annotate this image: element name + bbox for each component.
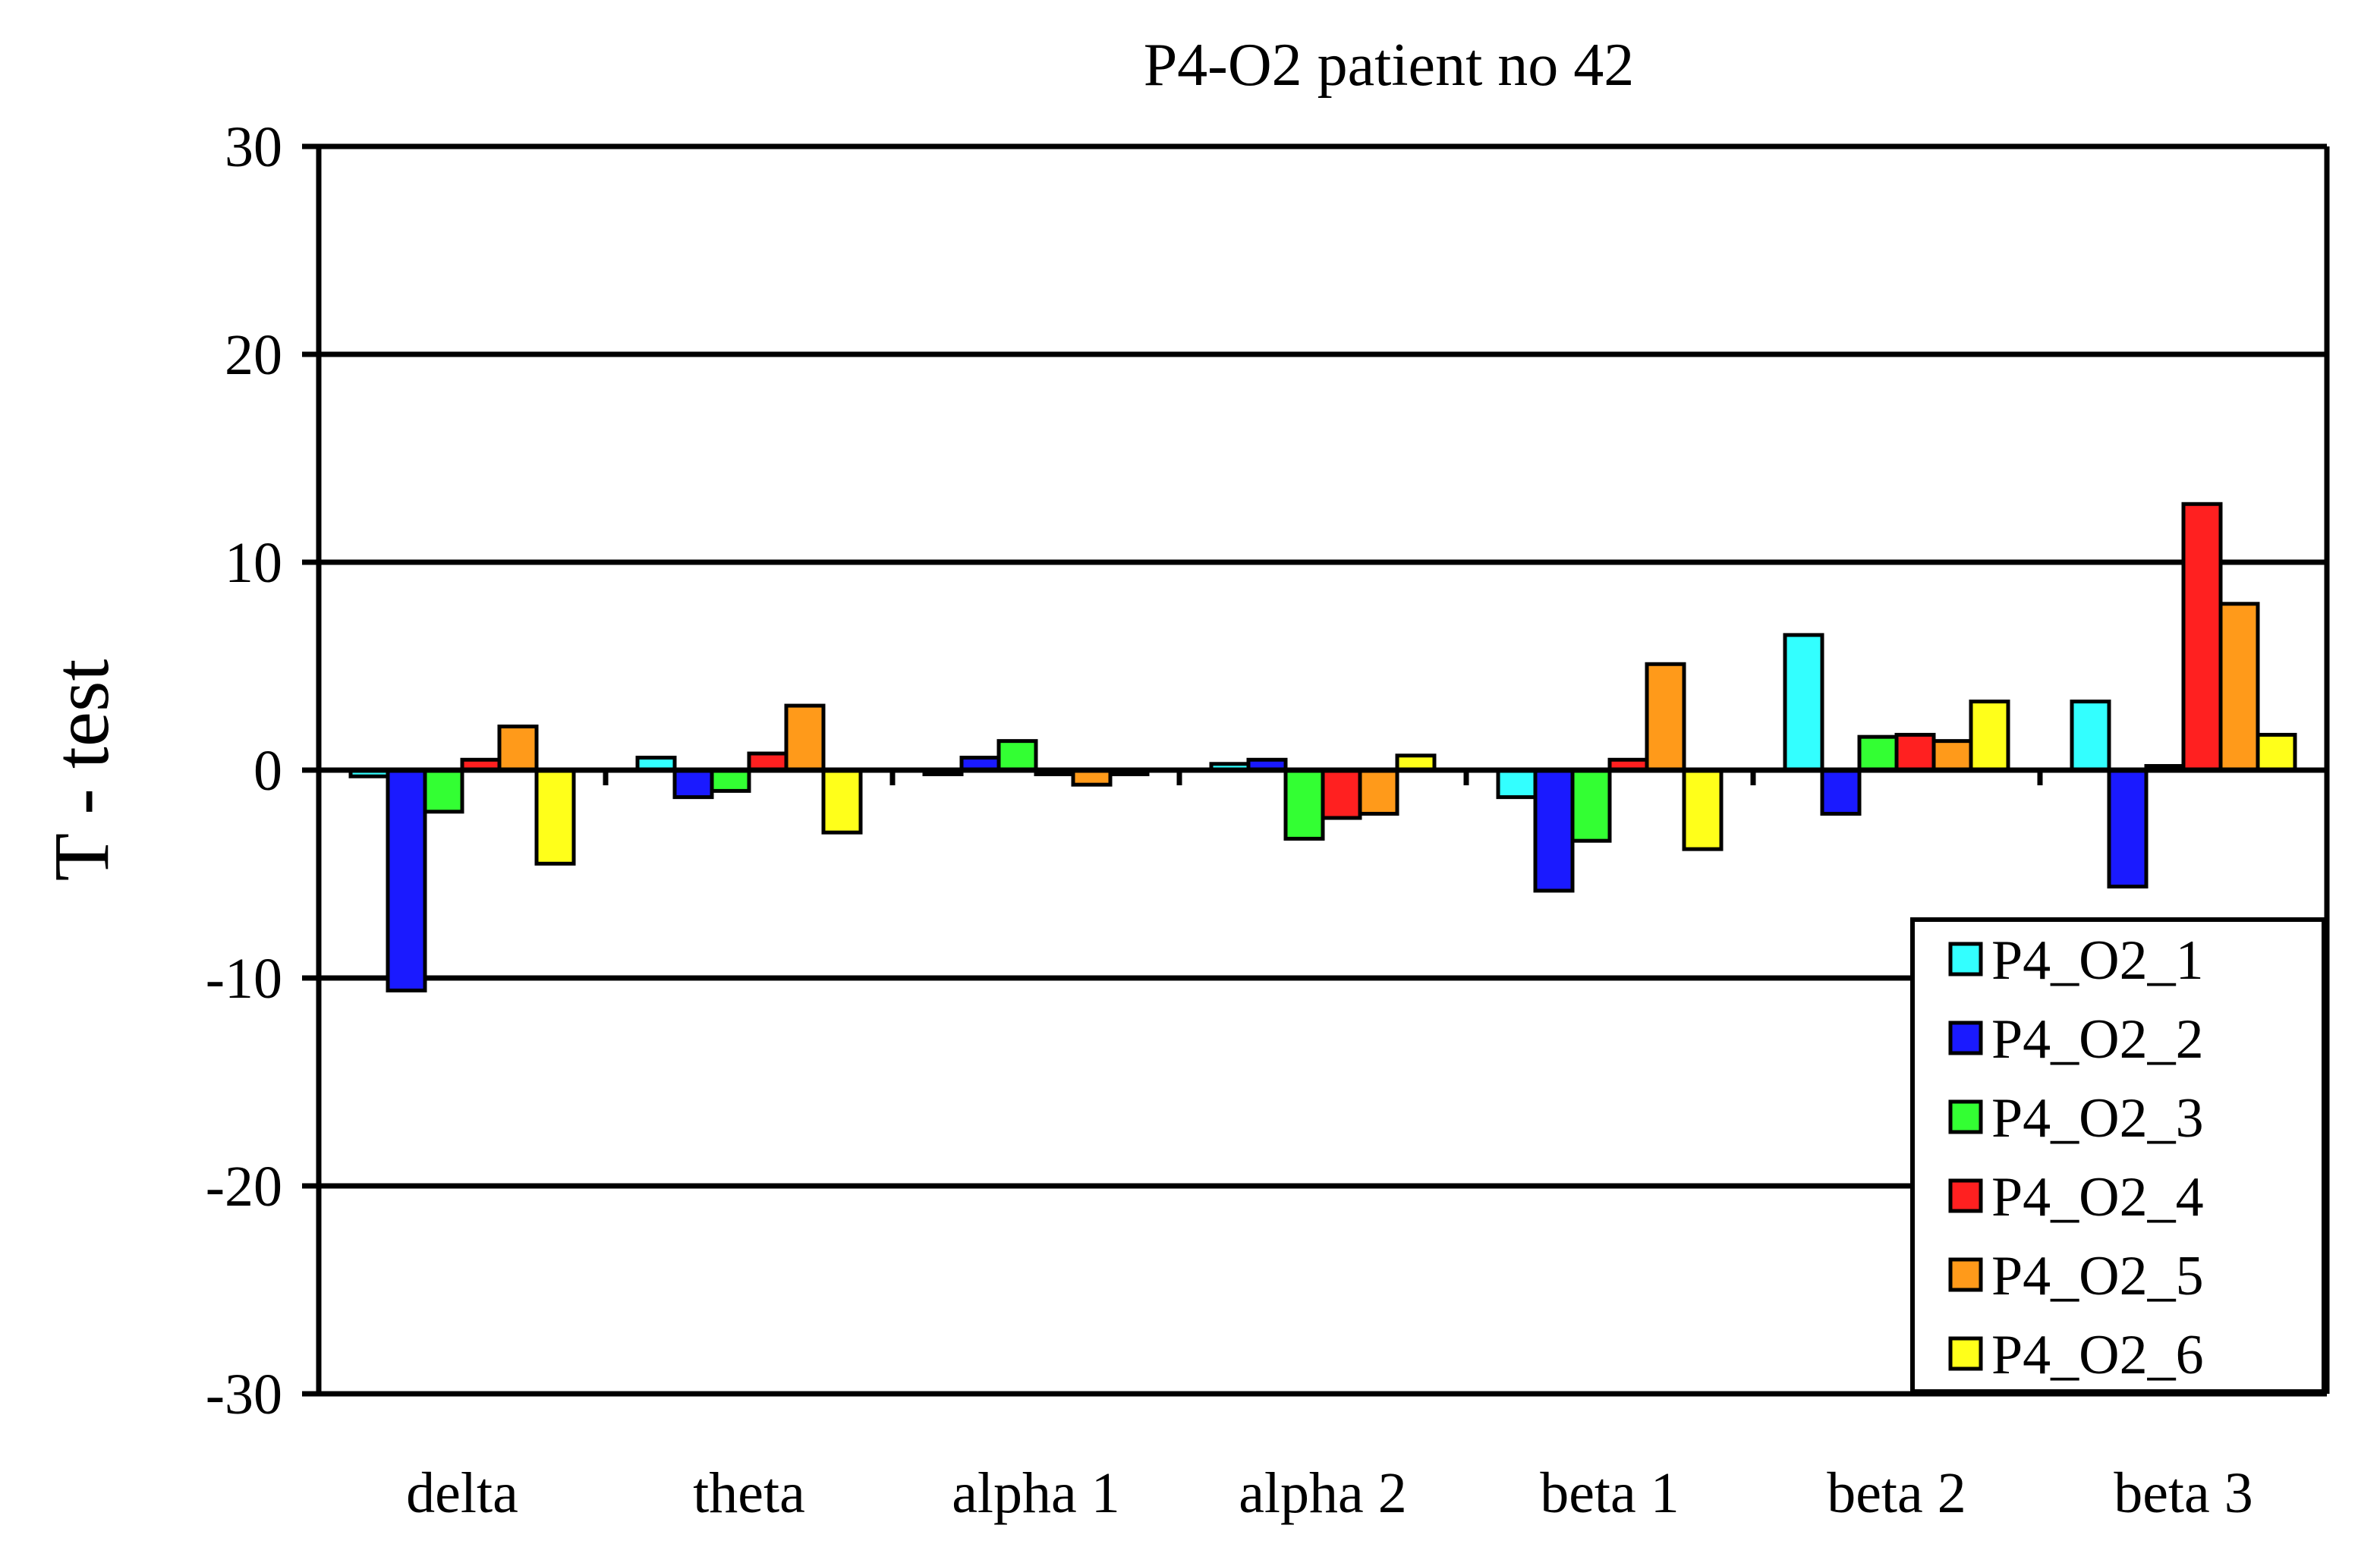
x-category-label: beta 3 (2114, 1461, 2253, 1525)
y-tick-label: -10 (206, 947, 282, 1011)
bar-p4-o2-1-beta-1 (1496, 768, 1538, 800)
bar-p4-o2-2-beta-1 (1533, 768, 1575, 893)
bar-p4-o2-2-beta-2 (1820, 768, 1862, 816)
y-axis-ticks: 30 20 10 0 -10 -20 -30 (206, 115, 282, 1426)
x-category-label: beta 1 (1540, 1461, 1680, 1525)
bar-p4-o2-4-beta-2 (1894, 732, 1936, 772)
legend-box (1910, 917, 2326, 1394)
bar-p4-o2-1-beta-3 (2070, 700, 2111, 772)
bar-p4-o2-5-beta-2 (1931, 739, 1973, 772)
bar-p4-o2-4-beta-3 (2181, 502, 2223, 772)
legend-label: P4_O2_3 (1991, 1087, 2204, 1149)
legend-swatch (1948, 942, 1983, 976)
legend-label: P4_O2_2 (1991, 1008, 2204, 1071)
bar-p4-o2-6-beta-3 (2256, 732, 2297, 772)
bar-p4-o2-5-beta-1 (1645, 662, 1686, 772)
bar-p4-o2-5-delta (497, 724, 539, 772)
y-tick-label: 0 (253, 739, 282, 803)
chart-title: P4-O2 patient no 42 (1144, 32, 1635, 99)
legend-label: P4_O2_1 (1991, 929, 2204, 992)
bar-p4-o2-2-theta (672, 768, 714, 800)
bar-p4-o2-3-alpha-1 (996, 739, 1038, 772)
axes (316, 146, 2330, 1394)
legend-swatch (1948, 1021, 1983, 1055)
x-axis-categories: delta theta alpha 1 alpha 2 beta 1 beta 2 beta… (406, 1461, 2253, 1525)
y-tick-label: -30 (206, 1363, 282, 1426)
bar-p4-o2-2-delta (386, 768, 427, 992)
bar-p4-o2-2-beta-3 (2107, 768, 2149, 888)
bar-p4-o2-3-beta-2 (1857, 734, 1899, 772)
legend-swatch (1948, 1099, 1983, 1134)
legend-swatch (1948, 1257, 1983, 1292)
legend: P4_O2_1 P4_O2_2 P4_O2_3 P4_O2_4 P4_O2_5 P4_O2… (1910, 917, 2326, 1394)
bar-p4-o2-4-alpha-2 (1321, 768, 1362, 820)
bar-p4-o2-5-theta (784, 703, 826, 772)
x-category-label: alpha 1 (952, 1461, 1120, 1525)
bar-p4-o2-6-beta-2 (1969, 700, 2010, 772)
x-category-label: alpha 2 (1239, 1461, 1407, 1525)
y-tick-label: 20 (225, 323, 282, 387)
y-tick-label: 30 (225, 115, 282, 179)
y-axis-label: T - test (38, 659, 125, 882)
y-tick-label: -20 (206, 1155, 282, 1219)
bar-p4-o2-6-beta-1 (1682, 768, 1724, 851)
bar-p4-o2-6-delta (534, 768, 576, 866)
legend-swatch (1948, 1178, 1983, 1213)
legend-label: P4_O2_6 (1991, 1324, 2204, 1386)
bar-p4-o2-5-beta-3 (2218, 602, 2260, 772)
legend-label: P4_O2_4 (1991, 1166, 2204, 1228)
x-category-label: theta (693, 1461, 805, 1525)
bar-p4-o2-1-beta-2 (1783, 633, 1824, 772)
bar-p4-o2-3-beta-1 (1570, 768, 1612, 843)
bar-p4-o2-6-theta (821, 768, 863, 835)
x-category-label: beta 2 (1827, 1461, 1966, 1525)
y-tick-label: 10 (225, 531, 282, 595)
bar-p4-o2-3-alpha-2 (1283, 768, 1325, 841)
legend-swatch (1948, 1336, 1983, 1371)
bar-p4-o2-3-theta (710, 768, 751, 793)
bar-p4-o2-3-delta (423, 768, 464, 814)
legend-label: P4_O2_5 (1991, 1245, 2204, 1307)
x-category-label: delta (406, 1461, 518, 1525)
bar-p4-o2-5-alpha-2 (1358, 768, 1399, 816)
